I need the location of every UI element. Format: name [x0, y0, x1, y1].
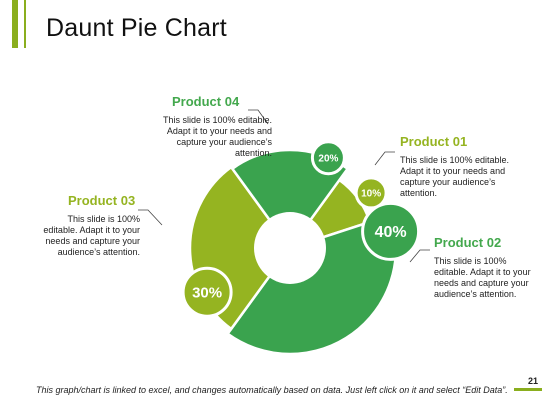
connector-product-03: [138, 209, 163, 226]
donut-hole: [254, 212, 326, 284]
page-number: 21: [527, 376, 538, 386]
accent-bar: [12, 0, 18, 48]
accent-bar-thin: [24, 0, 26, 48]
data-label-product-02: 40%: [375, 224, 407, 241]
connector-product-02: [409, 249, 430, 263]
data-label-product-03: 30%: [192, 285, 222, 302]
page-title: Daunt Pie Chart: [46, 14, 227, 42]
annotation-text: This slide is 100% editable. Adapt it to…: [400, 155, 510, 198]
annotation-title: Product 03: [68, 193, 136, 208]
annotation-text: This slide is 100% editable. Adapt it to…: [162, 115, 272, 158]
annotation-title: Product 01: [400, 134, 468, 149]
annotation-text: This slide is 100% editable. Adapt it to…: [43, 214, 140, 257]
data-label-product-04: 20%: [318, 153, 338, 164]
annotation-product-04: Product 04 This slide is 100% editable. …: [152, 94, 272, 159]
data-label-product-01: 10%: [361, 189, 381, 200]
connector-product-04: [248, 109, 269, 125]
annotation-product-03: Product 03 This slide is 100% editable. …: [36, 193, 140, 258]
annotation-product-01: Product 01 This slide is 100% editable. …: [400, 134, 512, 199]
badge-product-01: [354, 176, 388, 210]
badge-product-04: [310, 140, 346, 176]
footer-accent-line: [514, 388, 542, 391]
badge-product-03: [181, 266, 233, 318]
annotation-product-02: Product 02 This slide is 100% editable. …: [434, 235, 542, 300]
annotation-text: This slide is 100% editable. Adapt it to…: [434, 256, 531, 299]
badge-product-02: [361, 201, 421, 261]
connector-product-01: [374, 151, 395, 166]
annotation-title: Product 02: [434, 235, 502, 250]
footer-note: This graph/chart is linked to excel, and…: [36, 385, 508, 395]
annotation-title: Product 04: [172, 94, 240, 109]
